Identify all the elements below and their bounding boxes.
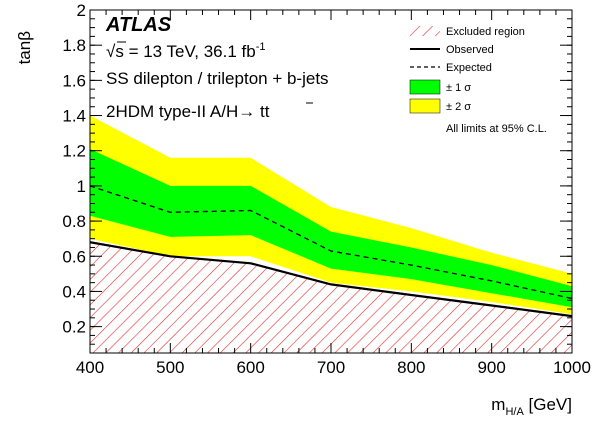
x-tick-label: 500 (156, 358, 184, 377)
sqrt-symbol: √ (106, 42, 116, 61)
legend: Excluded region Observed Expected ± 1 σ … (409, 26, 547, 135)
legend-two-sigma-swatch (409, 98, 441, 114)
y-tick-label: 1.4 (62, 107, 86, 126)
energy-sqrt-s: s (115, 42, 124, 61)
expected-line (90, 185, 572, 300)
one-sigma-band (90, 149, 572, 308)
y-axis-label: tanβ (15, 31, 34, 65)
y-tick-label: 2 (77, 1, 86, 20)
y-axis: 0.2 0.4 0.6 0.8 1 1.2 1.4 1.6 1.8 2 (62, 1, 572, 345)
legend-one-sigma-label: ± 1 σ (446, 82, 471, 94)
excluded-region (90, 242, 572, 353)
x-axis-label-main: m (491, 395, 505, 414)
y-tick-label: 0.8 (62, 212, 86, 231)
energy-text: = 13 TeV, 36.1 fb (124, 42, 256, 61)
legend-observed-label: Observed (446, 44, 494, 56)
y-tick-label: 1.8 (62, 36, 86, 55)
legend-two-sigma-label: ± 2 σ (446, 101, 471, 113)
observed-line (90, 241, 572, 318)
model-suffix: t (265, 102, 270, 121)
model-label: 2HDM type-II A/H→ tt (106, 102, 270, 121)
legend-one-sigma-swatch (409, 79, 441, 95)
y-tick-label: 1.6 (62, 71, 86, 90)
legend-note: All limits at 95% C.L. (446, 123, 547, 135)
x-tick-label: 900 (477, 358, 505, 377)
y-tick-label: 0.6 (62, 247, 86, 266)
y-tick-label: 0.4 (62, 282, 86, 301)
x-axis: 400 500 600 700 800 900 1000 (76, 10, 591, 377)
atlas-label: ATLAS (105, 14, 172, 36)
x-axis-label-unit: [GeV] (524, 395, 572, 414)
x-tick-label: 700 (317, 358, 345, 377)
x-tick-label: 800 (397, 358, 425, 377)
x-tick-label: 600 (236, 358, 264, 377)
legend-expected-label: Expected (446, 62, 492, 74)
energy-sup: -1 (256, 41, 266, 53)
legend-excluded-label: Excluded region (446, 26, 525, 38)
legend-excluded-swatch (410, 26, 440, 36)
x-axis-label: mH/A [GeV] (491, 395, 572, 418)
energy-label: √s = 13 TeV, 36.1 fb-1 (106, 41, 266, 61)
y-tick-label: 1.2 (62, 142, 86, 161)
channel-label: SS dilepton / trilepton + b-jets (106, 69, 329, 88)
y-tick-label: 1 (77, 177, 86, 196)
plot-area (90, 115, 572, 353)
y-tick-label: 0.2 (62, 318, 86, 337)
x-tick-label: 1000 (553, 358, 591, 377)
model-prefix: 2HDM type-II A/H→ t (106, 102, 265, 121)
x-axis-label-sub: H/A (505, 406, 524, 418)
x-tick-label: 400 (76, 358, 104, 377)
